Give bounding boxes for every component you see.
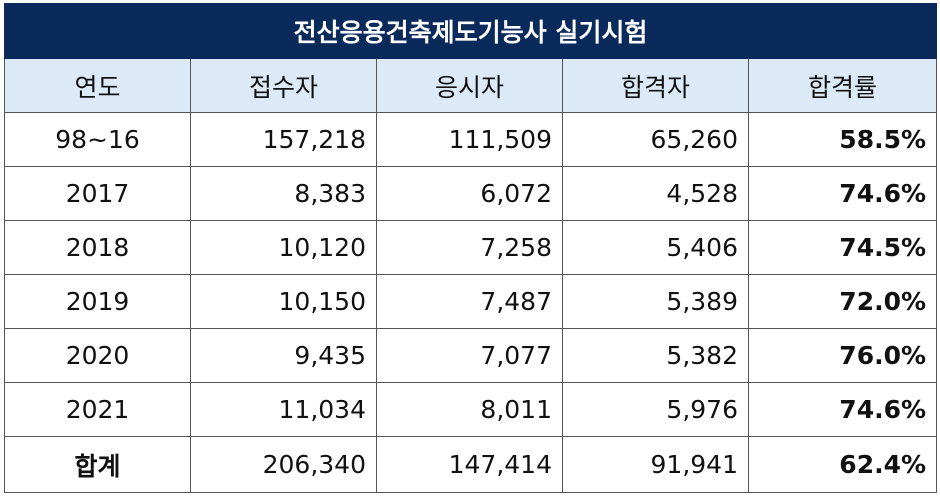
total-label: 합계 (4, 436, 191, 493)
passers-cell: 5,976 (562, 382, 749, 437)
examinees-cell: 6,072 (376, 166, 563, 221)
examinees-cell: 7,077 (376, 328, 563, 383)
applicants-cell: 9,435 (190, 328, 377, 383)
pass-rate-cell: 76.0% (747, 328, 938, 383)
passers-cell: 65,260 (562, 112, 749, 167)
header-pass-rate: 합격률 (747, 58, 938, 113)
pass-rate-cell: 74.5% (747, 220, 938, 275)
total-row: 합계 206,340 147,414 91,941 62.4% (4, 436, 938, 493)
year-cell: 2020 (4, 328, 191, 383)
examinees-cell: 8,011 (376, 382, 563, 437)
table-row: 98~16 157,218 111,509 65,260 58.5% (4, 112, 938, 167)
applicants-cell: 8,383 (190, 166, 377, 221)
year-cell: 98~16 (4, 112, 191, 167)
header-applicants: 접수자 (190, 58, 377, 113)
table-row: 2018 10,120 7,258 5,406 74.5% (4, 220, 938, 275)
applicants-cell: 10,120 (190, 220, 377, 275)
passers-cell: 5,382 (562, 328, 749, 383)
year-cell: 2019 (4, 274, 191, 329)
table-row: 2021 11,034 8,011 5,976 74.6% (4, 382, 938, 437)
examinees-cell: 7,258 (376, 220, 563, 275)
applicants-cell: 157,218 (190, 112, 377, 167)
table-row: 2020 9,435 7,077 5,382 76.0% (4, 328, 938, 383)
passers-cell: 4,528 (562, 166, 749, 221)
title-row: 전산응용건축제도기능사 실기시험 (3, 3, 938, 59)
header-row: 연도 접수자 응시자 합격자 합격률 (4, 58, 938, 113)
passers-cell: 5,389 (562, 274, 749, 329)
table-row: 2017 8,383 6,072 4,528 74.6% (4, 166, 938, 221)
header-year: 연도 (4, 58, 191, 113)
passers-cell: 5,406 (562, 220, 749, 275)
header-examinees: 응시자 (376, 58, 563, 113)
total-passers-cell: 91,941 (562, 436, 749, 493)
table-title: 전산응용건축제도기능사 실기시험 (3, 3, 938, 59)
exam-statistics-table: 전산응용건축제도기능사 실기시험 연도 접수자 응시자 합격자 합격률 98~1… (3, 3, 938, 493)
year-cell: 2018 (4, 220, 191, 275)
applicants-cell: 11,034 (190, 382, 377, 437)
pass-rate-cell: 72.0% (747, 274, 938, 329)
total-pass-rate-cell: 62.4% (747, 436, 938, 493)
pass-rate-cell: 74.6% (747, 382, 938, 437)
year-cell: 2021 (4, 382, 191, 437)
header-passers: 합격자 (562, 58, 749, 113)
applicants-cell: 10,150 (190, 274, 377, 329)
pass-rate-cell: 58.5% (747, 112, 938, 167)
examinees-cell: 111,509 (376, 112, 563, 167)
table-row: 2019 10,150 7,487 5,389 72.0% (4, 274, 938, 329)
total-examinees-cell: 147,414 (376, 436, 563, 493)
year-cell: 2017 (4, 166, 191, 221)
examinees-cell: 7,487 (376, 274, 563, 329)
total-applicants-cell: 206,340 (190, 436, 377, 493)
pass-rate-cell: 74.6% (747, 166, 938, 221)
